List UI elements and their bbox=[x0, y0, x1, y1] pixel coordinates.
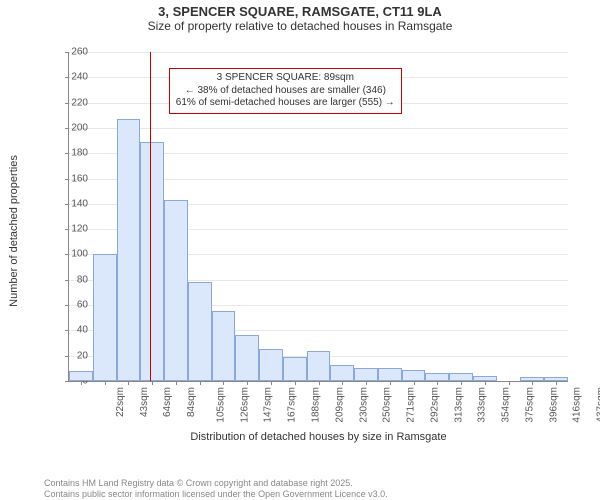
x-tick-mark bbox=[247, 381, 248, 385]
bar bbox=[259, 349, 283, 381]
x-tick-label: 22sqm bbox=[115, 387, 126, 417]
x-tick-mark bbox=[81, 381, 82, 385]
y-tick-label: 160 bbox=[58, 173, 88, 184]
x-tick-mark bbox=[532, 381, 533, 385]
x-tick-label: 126sqm bbox=[239, 387, 250, 423]
bar bbox=[354, 368, 378, 381]
x-tick-label: 64sqm bbox=[162, 387, 173, 417]
x-tick-mark bbox=[461, 381, 462, 385]
footer-line-1: Contains HM Land Registry data © Crown c… bbox=[44, 478, 388, 489]
x-tick-mark bbox=[437, 381, 438, 385]
x-tick-label: 209sqm bbox=[334, 387, 345, 423]
bar bbox=[93, 254, 117, 381]
x-tick-label: 105sqm bbox=[216, 387, 227, 423]
x-tick-mark bbox=[176, 381, 177, 385]
x-tick-mark bbox=[414, 381, 415, 385]
footer-text: Contains HM Land Registry data © Crown c… bbox=[44, 478, 388, 500]
x-tick-mark bbox=[556, 381, 557, 385]
bar bbox=[330, 365, 354, 381]
bar bbox=[69, 371, 93, 381]
x-tick-label: 167sqm bbox=[287, 387, 298, 423]
plot-wrap: Number of detached properties 0204060801… bbox=[44, 46, 580, 416]
x-tick-mark bbox=[271, 381, 272, 385]
x-axis-label: Distribution of detached houses by size … bbox=[190, 431, 446, 443]
y-tick-label: 240 bbox=[58, 72, 88, 83]
x-tick-mark bbox=[223, 381, 224, 385]
x-tick-mark bbox=[485, 381, 486, 385]
chart-subtitle: Size of property relative to detached ho… bbox=[0, 19, 600, 33]
x-tick-mark bbox=[509, 381, 510, 385]
x-tick-label: 313sqm bbox=[453, 387, 464, 423]
x-tick-mark bbox=[319, 381, 320, 385]
x-tick-mark bbox=[105, 381, 106, 385]
bar bbox=[188, 282, 212, 381]
chart-container: 3, SPENCER SQUARE, RAMSGATE, CT11 9LA Si… bbox=[0, 4, 600, 500]
x-tick-label: 375sqm bbox=[524, 387, 535, 423]
x-tick-mark bbox=[152, 381, 153, 385]
x-tick-mark bbox=[295, 381, 296, 385]
x-tick-label: 147sqm bbox=[263, 387, 274, 423]
x-tick-label: 333sqm bbox=[477, 387, 488, 423]
grid-line bbox=[69, 128, 568, 129]
bar bbox=[307, 351, 331, 381]
bar bbox=[140, 142, 164, 381]
bar bbox=[425, 373, 449, 381]
bar bbox=[449, 373, 473, 381]
x-tick-label: 271sqm bbox=[406, 387, 417, 423]
annotation-line: ← 38% of detached houses are smaller (34… bbox=[176, 85, 395, 98]
y-tick-label: 20 bbox=[58, 350, 88, 361]
x-tick-label: 437sqm bbox=[596, 387, 600, 423]
y-tick-label: 140 bbox=[58, 198, 88, 209]
y-tick-label: 200 bbox=[58, 122, 88, 133]
y-tick-label: 40 bbox=[58, 325, 88, 336]
x-tick-mark bbox=[342, 381, 343, 385]
plot-area: 02040608010012014016018020022024026022sq… bbox=[68, 52, 568, 382]
y-tick-label: 260 bbox=[58, 47, 88, 58]
footer-line-2: Contains public sector information licen… bbox=[44, 489, 388, 500]
x-tick-label: 43sqm bbox=[139, 387, 150, 417]
y-tick-label: 60 bbox=[58, 300, 88, 311]
y-tick-label: 120 bbox=[58, 224, 88, 235]
bar bbox=[117, 119, 141, 381]
bar bbox=[164, 200, 188, 381]
y-tick-label: 100 bbox=[58, 249, 88, 260]
y-tick-label: 180 bbox=[58, 148, 88, 159]
annotation-box: 3 SPENCER SQUARE: 89sqm← 38% of detached… bbox=[169, 68, 402, 114]
x-tick-mark bbox=[390, 381, 391, 385]
marker-line bbox=[150, 52, 151, 381]
x-tick-mark bbox=[128, 381, 129, 385]
bar bbox=[402, 370, 426, 381]
annotation-line: 3 SPENCER SQUARE: 89sqm bbox=[176, 72, 395, 85]
x-tick-label: 354sqm bbox=[501, 387, 512, 423]
chart-title: 3, SPENCER SQUARE, RAMSGATE, CT11 9LA bbox=[0, 4, 600, 19]
bar bbox=[283, 357, 307, 381]
bar bbox=[212, 311, 236, 381]
y-tick-label: 220 bbox=[58, 97, 88, 108]
bar bbox=[235, 335, 259, 381]
x-tick-mark bbox=[200, 381, 201, 385]
y-tick-label: 80 bbox=[58, 274, 88, 285]
annotation-line: 61% of semi-detached houses are larger (… bbox=[176, 97, 395, 110]
y-axis-label: Number of detached properties bbox=[8, 155, 20, 307]
x-tick-label: 396sqm bbox=[548, 387, 559, 423]
x-tick-label: 230sqm bbox=[358, 387, 369, 423]
x-tick-label: 188sqm bbox=[311, 387, 322, 423]
grid-line bbox=[69, 52, 568, 53]
bar bbox=[378, 368, 402, 381]
x-tick-mark bbox=[366, 381, 367, 385]
x-tick-label: 292sqm bbox=[429, 387, 440, 423]
x-tick-label: 250sqm bbox=[382, 387, 393, 423]
x-tick-label: 84sqm bbox=[186, 387, 197, 417]
x-tick-label: 416sqm bbox=[572, 387, 583, 423]
